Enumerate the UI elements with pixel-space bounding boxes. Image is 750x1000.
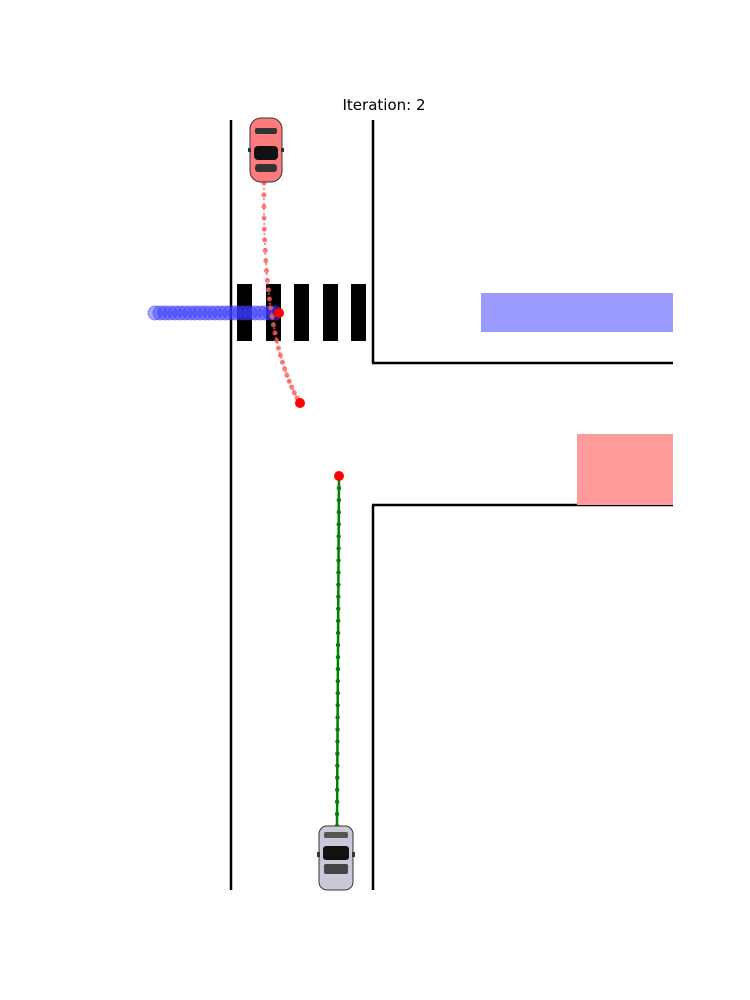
ego-car-path-point [335, 642, 341, 648]
ego-car-path-point [335, 787, 340, 792]
ego-car-planned-path [334, 473, 342, 829]
crosswalk-stripe [294, 284, 309, 341]
ego-car-path-point [336, 485, 342, 491]
other-car-path-point [269, 314, 275, 319]
other-car-path-point [265, 287, 271, 293]
other-car-path-point [261, 204, 267, 210]
ego-car-path-point [336, 522, 341, 527]
pedestrian-goal-marker [274, 308, 284, 318]
other-car-path-point [282, 366, 288, 372]
ego-car-path-point [335, 727, 340, 732]
other-car-path-point [279, 359, 285, 365]
other-car-path-point [289, 384, 295, 390]
crosswalk-stripe [351, 284, 366, 341]
other-car-path-point [272, 330, 278, 336]
other-car-path-point [266, 296, 272, 302]
ego-car-path-point [336, 497, 342, 503]
other-car-path-point [291, 390, 297, 396]
ego-car-path-point [336, 582, 341, 587]
other-car-path-point [261, 192, 267, 198]
red-zone [577, 434, 673, 505]
other-car-path-point [264, 277, 270, 283]
other-car-path-point [264, 268, 270, 274]
other-car-path-point [286, 378, 292, 384]
ego-car-path-line [335, 475, 341, 827]
other-car-path-point [262, 237, 268, 243]
ego-car-icon [317, 825, 355, 891]
ego-car-path-point [335, 703, 340, 708]
other-car-path-point [268, 305, 274, 311]
ego-car-path-point [335, 739, 340, 744]
ego-car-path-point [335, 751, 340, 756]
other-car-path-point [261, 226, 267, 232]
ego-car-path-point [335, 691, 340, 696]
ego-car-path-point [335, 630, 341, 636]
other-car-path-point [261, 215, 267, 221]
other-car-path-point [275, 345, 281, 351]
crosswalk [237, 284, 366, 341]
other-car-path-point [274, 338, 280, 344]
ego-car-path-point [336, 510, 341, 515]
ego-car-path-point [336, 606, 341, 611]
ego-car-path-point [335, 678, 341, 684]
ego-car-path-point [335, 666, 341, 672]
other-car-path-point [284, 372, 290, 378]
ego-car-path-point [335, 763, 340, 768]
iteration-title: Iteration: 2 [342, 96, 426, 114]
crosswalk-stripe [323, 284, 338, 341]
ego-car-path-point [335, 654, 341, 660]
ego-car-goal-marker [334, 471, 344, 481]
pedestrian-trajectory [147, 305, 283, 321]
ego-car-path-point [335, 618, 341, 624]
ego-car-path-point [336, 594, 341, 599]
other-car-path-point [262, 247, 268, 253]
ego-car-path-point [336, 546, 341, 551]
ego-car-path-point [335, 775, 340, 780]
ego-car-path-point [334, 799, 340, 805]
crosswalk-stripe [237, 284, 252, 341]
other-car-path-point [277, 352, 283, 358]
ego-car-path-point [335, 715, 340, 720]
other-car-path-point [263, 258, 269, 264]
blue-zone [481, 293, 673, 332]
ego-car-path-point [336, 534, 341, 539]
ego-car-path-point [336, 570, 341, 575]
ego-car-path-point [336, 558, 341, 563]
other-car-path-point [270, 322, 276, 328]
ego-car-path-point [334, 811, 340, 817]
other-car-icon [248, 117, 284, 183]
other-car-goal-marker [295, 398, 305, 408]
